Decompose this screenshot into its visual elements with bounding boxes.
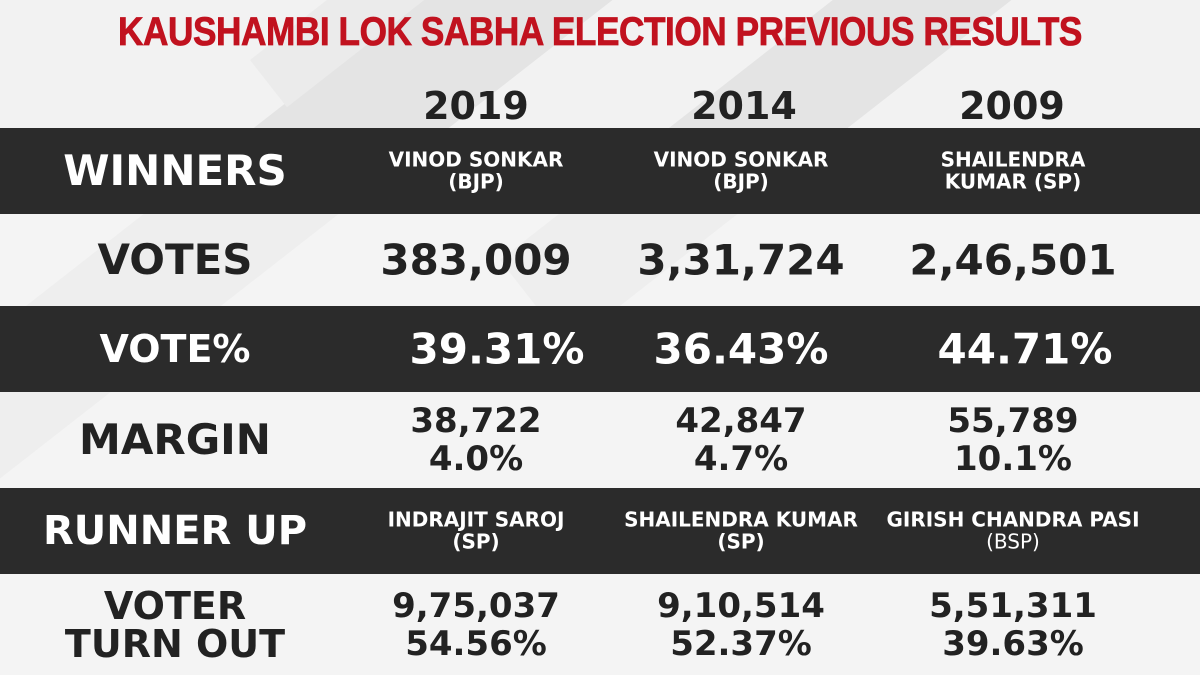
winner-party: (BJP)	[448, 170, 504, 194]
row-label-line: VOTER	[103, 583, 247, 628]
row-label-runner-up: RUNNER UP	[42, 508, 308, 554]
winner-name: VINOD SONKAR	[653, 147, 829, 172]
runner-up-party: (BSP)	[986, 530, 1040, 554]
runner-up-name: GIRISH CHANDRA PASI	[886, 507, 1140, 532]
row-runner-up: RUNNER UP INDRAJIT SAROJ (SP) SHAILENDRA…	[0, 488, 1200, 574]
turnout-2009: 5,51,311 39.63%	[868, 586, 1158, 662]
winner-name: VINOD SONKAR	[388, 147, 564, 172]
row-voter-turnout: VOTER TURN OUT 9,75,037 54.56% 9,10,514 …	[0, 574, 1200, 675]
votes-2019: 383,009	[380, 235, 572, 285]
winner-2014: VINOD SONKAR (BJP)	[596, 147, 886, 194]
margin-votes: 42,847	[675, 400, 807, 441]
margin-percent: 4.7%	[693, 439, 789, 479]
margin-2009: 55,789 10.1%	[868, 402, 1158, 478]
margin-votes: 55,789	[947, 400, 1079, 441]
runner-up-party: (SP)	[452, 530, 500, 554]
runner-up-2014: SHAILENDRA KUMAR (SP)	[596, 507, 886, 554]
row-vote-percent: VOTE% 39.31% 36.43% 44.71%	[0, 306, 1200, 392]
margin-percent: 10.1%	[954, 439, 1072, 479]
year-2009: 2009	[959, 84, 1065, 128]
row-label-winners: WINNERS	[63, 146, 287, 195]
winner-party: (BJP)	[713, 170, 769, 194]
year-2014: 2014	[691, 84, 797, 128]
votes-2009: 2,46,501	[909, 235, 1117, 285]
turnout-2014: 9,10,514 52.37%	[596, 586, 886, 662]
turnout-percent: 52.37%	[670, 623, 812, 664]
runner-up-name: SHAILENDRA KUMAR	[624, 507, 858, 532]
margin-votes: 38,722	[410, 400, 542, 441]
runner-up-2009: GIRISH CHANDRA PASI (BSP)	[868, 507, 1158, 554]
margin-2019: 38,722 4.0%	[331, 402, 621, 478]
page-title: KAUSHAMBI LOK SABHA ELECTION PREVIOUS RE…	[118, 10, 1083, 55]
vote-percent-2014: 36.43%	[653, 324, 829, 374]
row-votes: VOTES 383,009 3,31,724 2,46,501	[0, 214, 1200, 306]
year-2019: 2019	[423, 84, 529, 128]
runner-up-name: INDRAJIT SAROJ	[387, 507, 565, 532]
turnout-votes: 9,10,514	[657, 585, 825, 626]
row-winners: WINNERS VINOD SONKAR (BJP) VINOD SONKAR …	[0, 128, 1200, 214]
row-label-vote-percent: VOTE%	[99, 327, 251, 371]
row-label-votes: VOTES	[97, 235, 253, 284]
row-label-voter-turnout: VOTER TURN OUT	[0, 587, 350, 663]
runner-up-2019: INDRAJIT SAROJ (SP)	[331, 507, 621, 554]
turnout-votes: 5,51,311	[929, 585, 1097, 626]
votes-2014: 3,31,724	[637, 235, 845, 285]
vote-percent-2009: 44.71%	[937, 324, 1113, 374]
year-header: 2019 2014 2009	[0, 84, 1200, 128]
turnout-votes: 9,75,037	[392, 585, 560, 626]
turnout-2019: 9,75,037 54.56%	[331, 586, 621, 662]
turnout-percent: 54.56%	[405, 623, 547, 664]
margin-2014: 42,847 4.7%	[596, 402, 886, 478]
winner-2019: VINOD SONKAR (BJP)	[331, 147, 621, 194]
winner-name: SHAILENDRA	[940, 147, 1086, 172]
row-margin: MARGIN 38,722 4.0% 42,847 4.7% 55,789 10…	[0, 392, 1200, 488]
row-label-line: TURN OUT	[64, 621, 286, 666]
margin-percent: 4.0%	[428, 439, 524, 479]
vote-percent-2019: 39.31%	[409, 324, 585, 374]
row-label-margin: MARGIN	[79, 415, 271, 464]
winner-2009: SHAILENDRA KUMAR (SP)	[868, 147, 1158, 194]
turnout-percent: 39.63%	[942, 623, 1084, 664]
runner-up-party: (SP)	[717, 530, 765, 554]
winner-party: KUMAR (SP)	[944, 170, 1082, 194]
